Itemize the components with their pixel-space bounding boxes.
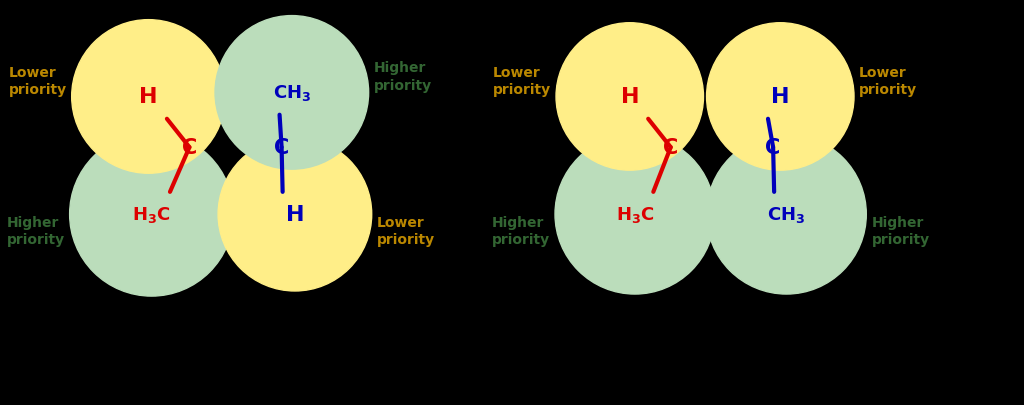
- Ellipse shape: [218, 138, 372, 291]
- Text: Lower
priority: Lower priority: [8, 65, 67, 97]
- Ellipse shape: [707, 23, 854, 171]
- Text: C: C: [274, 138, 289, 158]
- Text: H: H: [621, 87, 639, 107]
- Text: H: H: [286, 205, 304, 225]
- Text: C: C: [182, 138, 197, 158]
- Ellipse shape: [556, 23, 703, 171]
- Ellipse shape: [707, 135, 866, 294]
- Text: H: H: [139, 87, 158, 107]
- Text: $\mathbf{CH_3}$: $\mathbf{CH_3}$: [767, 205, 806, 225]
- Text: Lower
priority: Lower priority: [493, 65, 551, 97]
- Text: Lower
priority: Lower priority: [377, 215, 435, 247]
- Text: $\mathbf{H_3C}$: $\mathbf{H_3C}$: [615, 205, 654, 225]
- Text: Higher
priority: Higher priority: [6, 215, 65, 247]
- Ellipse shape: [72, 21, 225, 174]
- Text: $\mathbf{H_3C}$: $\mathbf{H_3C}$: [132, 205, 171, 225]
- Text: Higher
priority: Higher priority: [871, 215, 930, 247]
- Ellipse shape: [555, 135, 715, 294]
- Text: C: C: [766, 138, 780, 158]
- Text: Lower
priority: Lower priority: [859, 65, 918, 97]
- Text: H: H: [771, 87, 790, 107]
- Ellipse shape: [215, 17, 369, 170]
- Text: C: C: [664, 138, 678, 158]
- Text: $\mathbf{CH_3}$: $\mathbf{CH_3}$: [272, 83, 311, 103]
- Text: Higher
priority: Higher priority: [492, 215, 550, 247]
- Ellipse shape: [70, 133, 233, 296]
- Text: Higher
priority: Higher priority: [374, 61, 432, 93]
